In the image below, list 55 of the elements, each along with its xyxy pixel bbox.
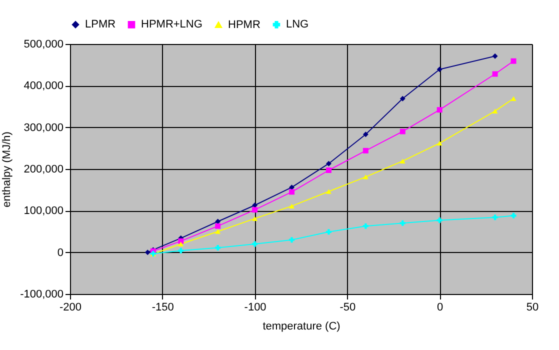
y-axis-title: enthalpy (MJ/h): [1, 132, 14, 208]
x-tick-label: 50: [526, 302, 539, 314]
point: [492, 108, 498, 114]
point: [215, 245, 221, 250]
y-tick-label: 300,000: [24, 122, 64, 134]
point: [252, 202, 258, 208]
point: [362, 148, 368, 154]
legend-label: LPMR: [85, 18, 116, 31]
point: [252, 207, 258, 213]
point: [326, 168, 332, 173]
point: [178, 242, 184, 246]
point: [326, 229, 332, 235]
point: [510, 96, 516, 101]
point: [400, 158, 406, 164]
point: [510, 212, 516, 218]
point: [400, 96, 406, 102]
point: [400, 220, 406, 226]
point: [144, 250, 150, 256]
y-tick-label: 200,000: [24, 164, 64, 176]
point: [252, 216, 258, 221]
point: [400, 128, 406, 134]
point: [252, 241, 258, 247]
point: [492, 214, 498, 220]
point: [492, 71, 498, 77]
point: [436, 66, 442, 72]
point: [215, 223, 221, 229]
point: [178, 248, 184, 254]
x-axis-title: temperature (C): [262, 320, 340, 332]
point: [326, 160, 332, 166]
point: [362, 223, 368, 229]
point: [436, 218, 442, 223]
y-tick-label: 500,000: [24, 38, 64, 50]
point: [289, 237, 294, 243]
point: [289, 189, 294, 195]
legend-label: LNG: [286, 18, 309, 31]
point: [289, 204, 294, 208]
point: [436, 140, 442, 146]
point: [362, 174, 368, 180]
point: [215, 229, 221, 234]
y-tick-label: -100,000: [20, 288, 64, 300]
point: [362, 132, 368, 138]
x-tick-label: -100: [244, 302, 266, 314]
y-tick-label: 0: [57, 246, 64, 259]
point: [436, 107, 442, 113]
y-tick-label: 100,000: [24, 205, 64, 218]
x-tick-label: -50: [340, 302, 356, 314]
x-tick-label: -200: [59, 302, 82, 314]
x-tick-label: 0: [437, 302, 444, 314]
point: [510, 58, 516, 64]
point: [326, 189, 332, 194]
point: [492, 53, 498, 59]
y-tick-label: 400,000: [24, 80, 64, 92]
legend-label: HPMR: [228, 18, 260, 31]
legend-label: HPMR+LNG: [141, 18, 202, 31]
x-tick-label: -150: [152, 302, 174, 314]
